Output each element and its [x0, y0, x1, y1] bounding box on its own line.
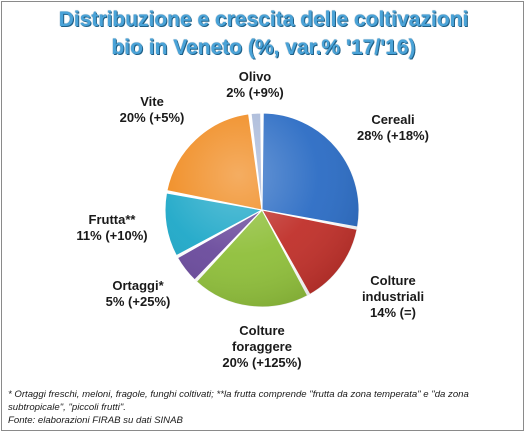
- footnote-source: Fonte: elaborazioni FIRAB su dati SINAB: [8, 415, 183, 426]
- chart-title: Distribuzione e crescita delle coltivazi…: [0, 6, 527, 62]
- pie-slice-cereali: [261, 112, 360, 228]
- slice-label-colture-foraggere: Colture foraggere 20% (+125%): [222, 323, 301, 370]
- footnote-line-2: subtropicale", "piccoli frutti".: [8, 402, 126, 413]
- chart-title-line-1: Distribuzione e crescita delle coltivazi…: [58, 8, 469, 31]
- footnote: * Ortaggi freschi, meloni, fragole, fung…: [8, 388, 520, 427]
- slice-label-ortaggi: Ortaggi* 5% (+25%): [106, 278, 171, 309]
- slice-label-cereali: Cereali 28% (+18%): [357, 112, 429, 143]
- chart-title-line-2: bio in Veneto (%, var.% '17/'16): [111, 36, 416, 59]
- slice-label-vite: Vite 20% (+5%): [120, 94, 185, 125]
- footnote-line-1: * Ortaggi freschi, meloni, fragole, fung…: [8, 389, 469, 400]
- slice-label-colture-industriali: Colture industriali 14% (=): [362, 273, 424, 320]
- slice-label-olivo: Olivo 2% (+9%): [226, 69, 283, 100]
- pie-labels: Cereali 28% (+18%) Colture industriali 14% (…: [76, 69, 429, 370]
- slice-label-frutta: Frutta** 11% (+10%): [76, 212, 147, 243]
- pie-slices: [164, 112, 360, 308]
